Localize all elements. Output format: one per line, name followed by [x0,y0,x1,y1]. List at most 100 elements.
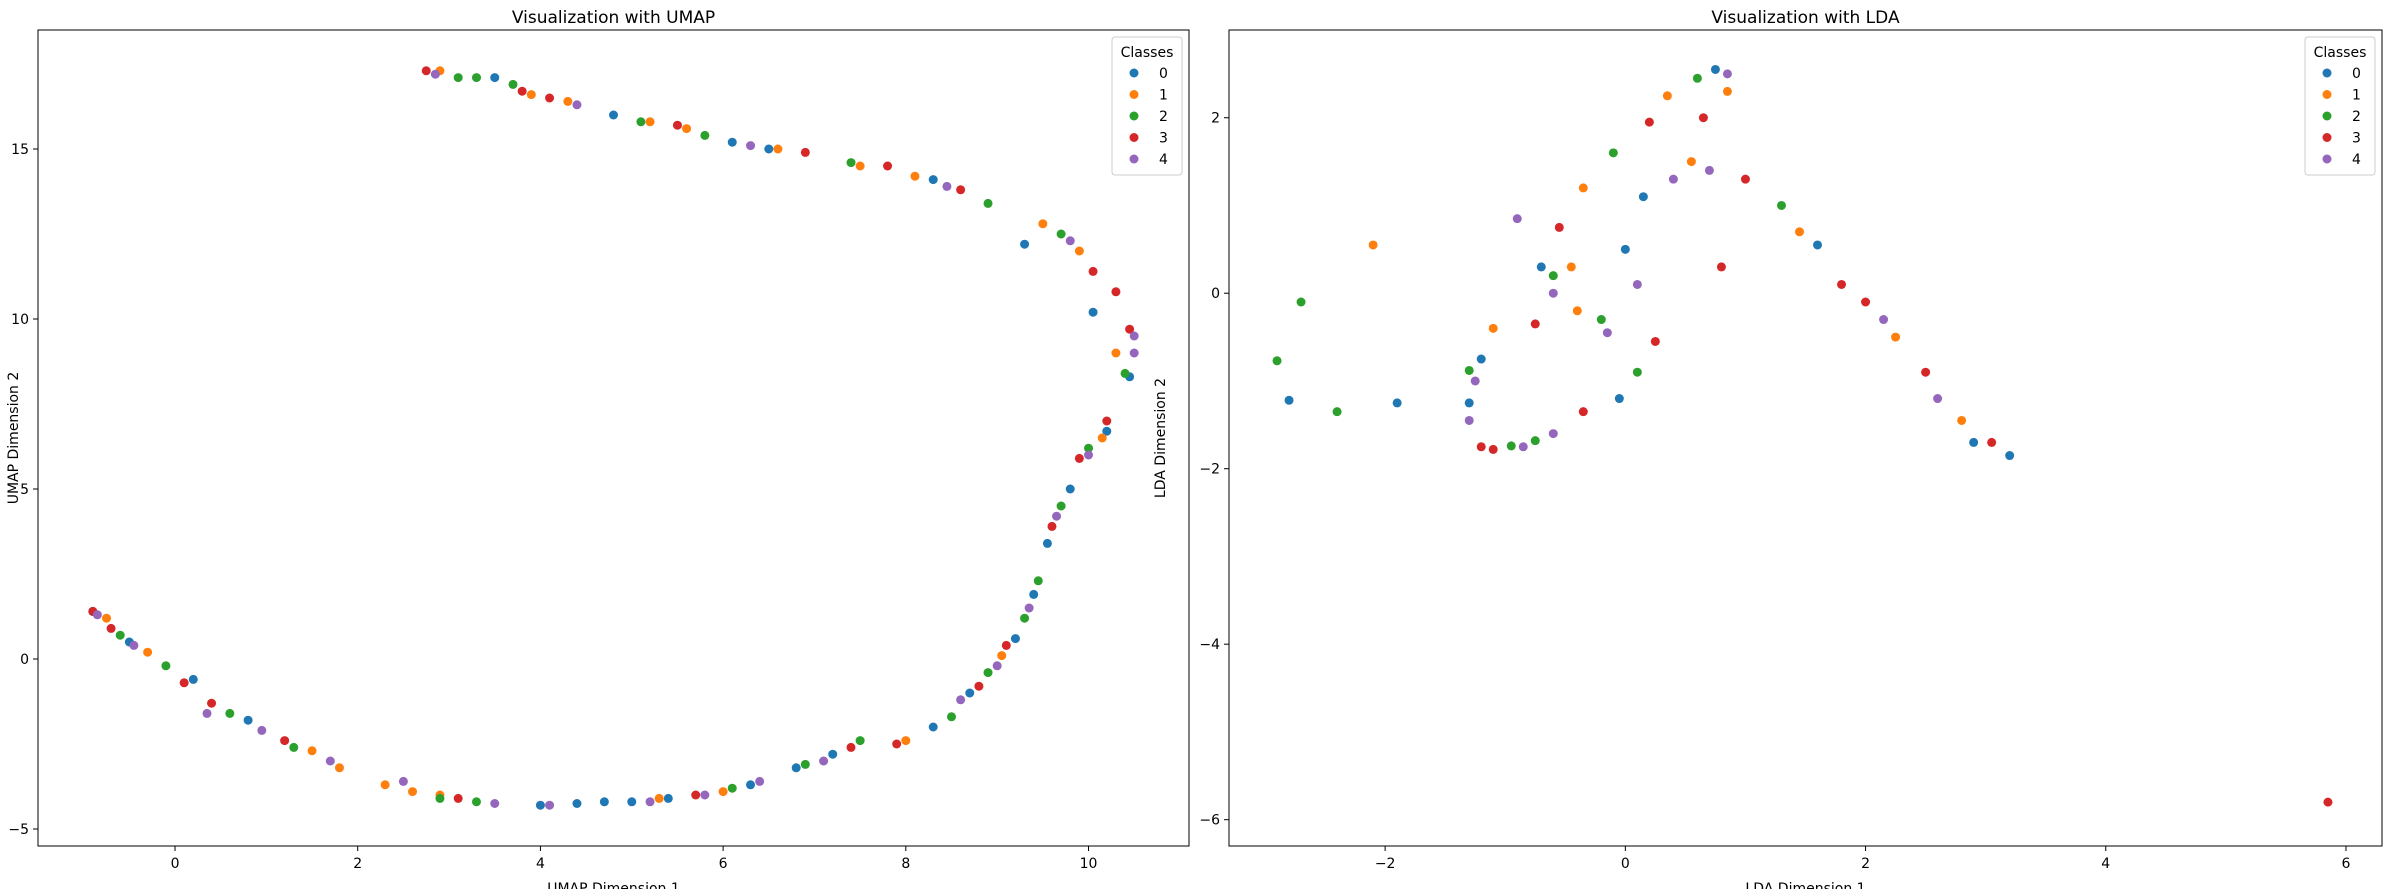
lda-point-class-0 [1969,437,1979,447]
lda-point-class-0 [1813,240,1823,250]
umap-legend: Classes 0 1 2 3 4 [1111,36,1183,176]
umap-point-class-1 [718,787,728,797]
umap-point-class-2 [225,708,235,718]
umap-point-class-0 [243,715,253,725]
umap-point-class-0 [1020,239,1030,249]
lda-point-class-2 [1296,297,1306,307]
umap-point-class-3 [1111,287,1121,297]
umap-legend-marker-4 [1129,154,1139,164]
lda-point-class-1 [1891,332,1901,342]
lda-legend-label-2: 2 [2352,109,2361,125]
umap-point-class-1 [654,793,664,803]
lda-point-class-1 [1368,240,1378,250]
umap-point-class-1 [307,746,317,756]
lda-point-class-2 [1548,271,1558,281]
umap-point-class-0 [928,722,938,732]
lda-y-tick-label: −2 [1199,462,1220,478]
umap-point-class-0 [1065,484,1075,494]
lda-x-tick-label: 6 [2342,856,2351,872]
umap-point-class-4 [746,141,756,151]
umap-point-class-4 [1052,511,1062,521]
umap-x-axis-label: UMAP Dimension 1 [547,881,680,889]
umap-point-class-2 [800,759,810,769]
umap-point-class-1 [1038,219,1048,229]
lda-point-class-0 [1392,398,1402,408]
umap-point-class-4 [819,756,829,766]
umap-point-class-0 [572,799,582,808]
lda-point-class-1 [1957,415,1967,425]
umap-point-class-2 [435,793,445,803]
lda-point-class-0 [2005,451,2015,461]
umap-point-class-1 [997,651,1007,661]
lda-legend-label-0: 0 [2352,66,2361,82]
umap-point-class-2 [161,661,171,671]
umap-point-class-2 [1056,229,1066,239]
umap-legend-label-4: 4 [1159,152,1168,168]
umap-point-class-1 [682,124,692,134]
umap-point-class-1 [526,90,536,100]
umap-point-class-2 [855,736,865,746]
umap-point-class-3 [846,742,856,752]
umap-point-class-4 [942,181,952,191]
lda-legend-marker-4 [2322,154,2332,164]
lda-point-class-1 [1722,86,1732,96]
umap-point-class-4 [700,790,710,800]
lda-point-class-1 [1488,323,1498,333]
umap-point-class-4 [257,725,267,735]
umap-point-class-1 [380,780,390,790]
umap-point-class-4 [398,776,408,786]
lda-point-class-0 [1284,395,1294,405]
lda-legend-marker-3 [2322,133,2332,142]
lda-point-class-2 [1692,73,1702,83]
umap-point-class-4 [572,100,582,110]
lda-point-class-2 [1530,436,1540,446]
umap-point-class-1 [855,161,865,171]
umap-axes-frame [37,29,1190,847]
umap-legend-marker-1 [1129,90,1139,99]
lda-point-class-1 [1794,227,1804,237]
lda-point-class-3 [1530,319,1540,329]
lda-point-class-2 [1332,407,1342,417]
umap-point-class-4 [755,776,765,786]
umap-point-class-4 [490,799,500,808]
lda-ticks: −2 0 2 4 6 −6 −4 −2 0 2 [1199,111,2350,872]
umap-point-class-3 [1102,416,1112,426]
lda-point-class-3 [1476,442,1486,452]
lda-panel: Visualization with LDA LDA Dimension 1 L… [1153,8,2383,889]
umap-point-class-4 [645,797,655,807]
lda-point-class-3 [2323,797,2333,807]
umap-point-class-3 [672,120,682,130]
lda-point-class-3 [1837,279,1847,289]
umap-x-tick-label: 6 [719,856,728,872]
lda-point-class-2 [1596,315,1606,325]
umap-point-class-0 [609,110,618,120]
lda-point-class-2 [1776,200,1786,210]
lda-point-class-4 [1933,394,1943,404]
lda-point-class-0 [1710,64,1720,74]
lda-y-tick-label: 0 [1211,286,1220,302]
umap-point-class-4 [1024,603,1034,613]
umap-legend-label-2: 2 [1159,109,1168,125]
lda-point-class-0 [1536,262,1546,272]
umap-y-axis-label: UMAP Dimension 2 [6,372,22,505]
lda-point-class-0 [1614,394,1624,404]
umap-point-class-3 [1047,521,1057,531]
umap-point-class-1 [901,736,911,746]
lda-point-class-0 [1620,244,1630,254]
umap-point-class-3 [1125,324,1135,334]
umap-point-class-2 [983,198,993,208]
umap-point-class-2 [946,712,956,722]
lda-point-class-2 [1608,148,1618,158]
lda-point-class-0 [1638,192,1648,202]
umap-point-class-0 [1029,589,1039,599]
lda-y-tick-label: 2 [1211,111,1220,127]
umap-point-class-0 [627,797,637,807]
lda-point-class-2 [1632,367,1642,377]
umap-point-class-2 [846,158,856,168]
lda-point-class-1 [1566,262,1576,272]
lda-point-class-4 [1548,288,1558,298]
umap-point-class-1 [773,144,783,154]
umap-point-class-3 [691,790,701,800]
umap-point-class-4 [992,661,1002,671]
lda-legend-marker-0 [2322,68,2332,78]
